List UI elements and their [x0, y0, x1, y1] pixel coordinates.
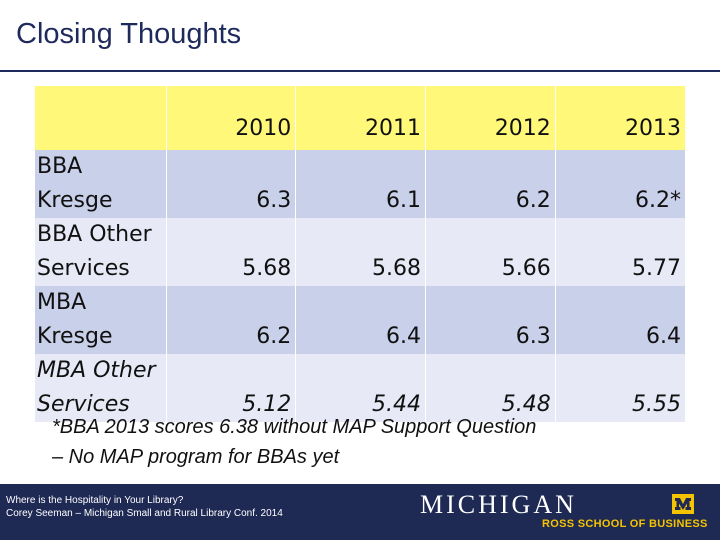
header-year-2011: 2011 [295, 86, 426, 150]
table-cell: 6.2 [165, 286, 296, 354]
table-cell: 5.12 [165, 354, 296, 422]
table-row: BBA Kresge 6.3 6.1 6.2 6.2* [35, 150, 685, 218]
row-label: MBA Other Services [35, 354, 166, 422]
table-cell: 6.4 [295, 286, 426, 354]
table-cell: 5.68 [165, 218, 296, 286]
table-row: BBA Other Services 5.68 5.68 5.66 5.77 [35, 218, 685, 286]
table-row: MBA Other Services 5.12 5.44 5.48 5.55 [35, 354, 685, 422]
footnote: *BBA 2013 scores 6.38 without MAP Suppor… [52, 412, 692, 472]
table-row: MBA Kresge 6.2 6.4 6.3 6.4 [35, 286, 685, 354]
table-cell: 5.48 [425, 354, 556, 422]
scores-table: 2010 2011 2012 2013 BBA Kresge 6.3 6.1 6… [35, 86, 685, 422]
row-label: BBA Kresge [35, 150, 166, 218]
footer-line-2: Corey Seeman – Michigan Small and Rural … [6, 508, 283, 519]
footnote-line-2: – No MAP program for BBAs yet [52, 446, 340, 468]
table-cell: 6.2 [425, 150, 556, 218]
ross-school-wordmark: ROSS SCHOOL OF BUSINESS [542, 518, 708, 530]
table-cell: 6.3 [425, 286, 556, 354]
footer-line-1: Where is the Hospitality in Your Library… [6, 495, 184, 506]
footer-caption: Where is the Hospitality in Your Library… [6, 494, 283, 520]
block-m-logo-icon [672, 494, 694, 514]
footnote-line-1: *BBA 2013 scores 6.38 without MAP Suppor… [52, 416, 537, 438]
table-cell: 6.1 [295, 150, 426, 218]
table-header-row: 2010 2011 2012 2013 [35, 86, 685, 150]
table-cell: 5.55 [554, 354, 685, 422]
title-divider [0, 70, 720, 72]
row-label: MBA Kresge [35, 286, 166, 354]
header-year-2013: 2013 [554, 86, 685, 150]
header-corner [35, 86, 166, 150]
table-cell: 5.66 [425, 218, 556, 286]
table-cell: 5.44 [295, 354, 426, 422]
row-label: BBA Other Services [35, 218, 166, 286]
header-year-2010: 2010 [165, 86, 296, 150]
table-cell: 6.3 [165, 150, 296, 218]
table-cell: 5.68 [295, 218, 426, 286]
michigan-wordmark: MICHIGAN [420, 490, 577, 519]
footer-bar: Where is the Hospitality in Your Library… [0, 484, 720, 540]
table-cell: 5.77 [554, 218, 685, 286]
table-cell: 6.2* [554, 150, 685, 218]
table-cell: 6.4 [554, 286, 685, 354]
header-year-2012: 2012 [425, 86, 556, 150]
slide-title: Closing Thoughts [16, 18, 242, 50]
